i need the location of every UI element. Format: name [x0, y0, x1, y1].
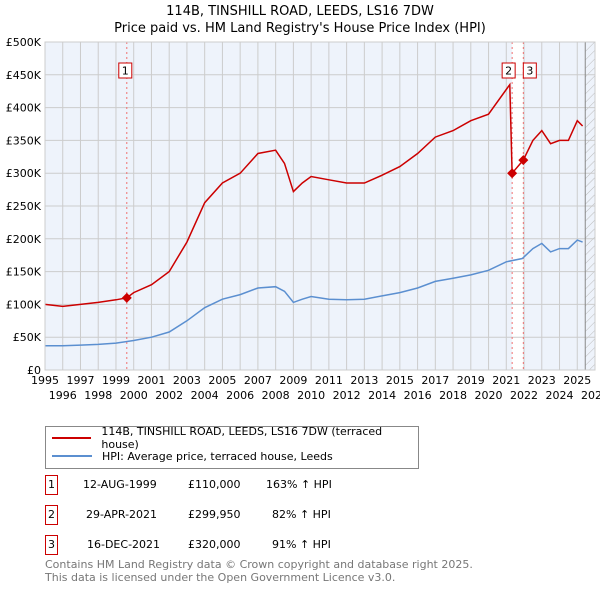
x-tick-label: 2000 [120, 389, 148, 402]
footer-line: Contains HM Land Registry data © Crown c… [45, 558, 473, 571]
x-tick-label: 2022 [510, 389, 538, 402]
transaction-label-box [118, 62, 133, 79]
x-tick-label: 2007 [244, 374, 272, 387]
x-tick-label: 2002 [155, 389, 183, 402]
transaction-label-box [522, 62, 537, 79]
series-line [44, 82, 584, 308]
row-price: £110,000 [188, 478, 241, 491]
y-tick-label: £400K [6, 102, 42, 115]
x-tick-label: 2008 [262, 389, 290, 402]
x-tick-label: 2003 [173, 374, 201, 387]
row-hpi: 91% ↑ HPI [272, 538, 331, 551]
legend-blue-line [52, 455, 92, 457]
row-price: £320,000 [188, 538, 241, 551]
legend: 114B, TINSHILL ROAD, LEEDS, LS16 7DW (te… [45, 425, 419, 469]
x-tick-label: 2011 [315, 374, 343, 387]
x-tick-label: 2005 [208, 374, 236, 387]
x-tick-label: 2020 [475, 389, 503, 402]
legend-red-label: 114B, TINSHILL ROAD, LEEDS, LS16 7DW (te… [101, 425, 383, 451]
x-tick-label: 1999 [102, 374, 130, 387]
chart-subtitle: Price paid vs. HM Land Registry's House … [114, 21, 486, 36]
x-tick-label: 2012 [333, 389, 361, 402]
legend-red-line [52, 437, 92, 439]
row-hpi: 163% ↑ HPI [266, 478, 332, 491]
row-date: 16-DEC-2021 [87, 538, 161, 551]
x-tick-label: 2026 [581, 389, 600, 402]
price-chart: 1995 1996 1997 1998 1999 2000 2001 2002 2003 2004… [6, 36, 600, 402]
x-tick-label: 2009 [279, 374, 307, 387]
x-tick-label: 2006 [226, 389, 254, 402]
y-tick-label: £350K [6, 134, 42, 147]
series-line [45, 239, 583, 347]
transaction-marker [121, 292, 132, 303]
footer-line: This data is licensed under the Open Gov… [45, 571, 396, 584]
table-row: 3 16-DEC-2021 £320,000 91% ↑ HPI [45, 535, 445, 555]
x-tick-label: 2018 [439, 389, 467, 402]
y-tick-label: £150K [6, 266, 42, 279]
table-row: 2 29-APR-2021 £299,950 82% ↑ HPI [45, 505, 445, 525]
x-tick-label: 2021 [492, 374, 520, 387]
x-tick-label: 2004 [191, 389, 219, 402]
y-tick-label: £0 [27, 364, 41, 377]
row-date: 12-AUG-1999 [83, 478, 157, 491]
x-tick-label: 1998 [84, 389, 112, 402]
row-number: 1 [45, 475, 58, 495]
x-tick-label: 2015 [386, 374, 414, 387]
plot-border [44, 41, 596, 371]
transaction-marker [518, 155, 529, 166]
row-number: 2 [45, 505, 58, 525]
footer: Contains HM Land Registry data © Crown c… [45, 558, 473, 584]
x-tick-label: 2024 [546, 389, 574, 402]
x-tick-label: 2025 [563, 374, 591, 387]
transaction-marker [507, 168, 518, 179]
x-tick-label: 2010 [297, 389, 325, 402]
y-tick-label: £50K [13, 331, 42, 344]
x-tick-label: 2023 [528, 374, 556, 387]
x-tick-label: 1995 [31, 374, 59, 387]
transaction-label: 3 [526, 65, 533, 78]
table-row: 1 12-AUG-1999 £110,000 163% ↑ HPI [45, 475, 445, 495]
transaction-label: 2 [505, 65, 512, 78]
y-tick-label: £250K [6, 200, 42, 213]
y-tick-label: £200K [6, 233, 42, 246]
x-tick-label: 1997 [66, 374, 94, 387]
x-tick-label: 1996 [49, 389, 77, 402]
x-tick-label: 2014 [368, 389, 396, 402]
y-tick-label: £300K [6, 167, 42, 180]
row-number: 3 [45, 535, 58, 555]
transaction-label-box [501, 62, 516, 79]
x-tick-label: 2017 [421, 374, 449, 387]
x-tick-label: 2019 [457, 374, 485, 387]
y-tick-label: £500K [6, 36, 42, 49]
x-tick-label: 2016 [404, 389, 432, 402]
y-tick-label: £450K [6, 69, 42, 82]
transaction-label: 1 [122, 65, 129, 78]
row-date: 29-APR-2021 [86, 508, 158, 521]
chart-title: 114B, TINSHILL ROAD, LEEDS, LS16 7DW [166, 4, 434, 19]
row-hpi: 82% ↑ HPI [272, 508, 331, 521]
x-tick-label: 2001 [137, 374, 165, 387]
x-tick-label: 2013 [350, 374, 378, 387]
row-price: £299,950 [188, 508, 241, 521]
y-tick-label: £100K [6, 298, 42, 311]
legend-blue-label: HPI: Average price, terraced house, Leed… [102, 449, 333, 463]
